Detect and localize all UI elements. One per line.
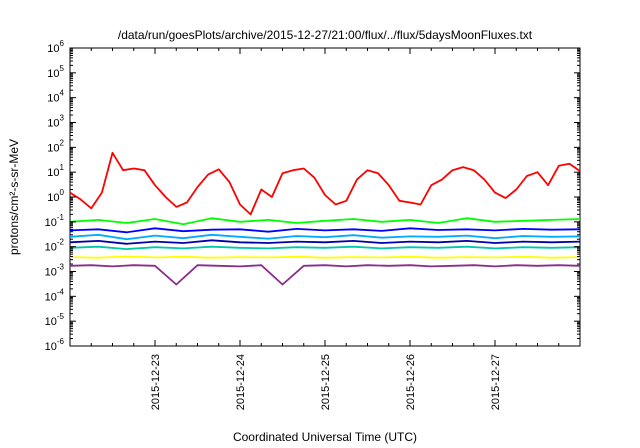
y-tick-label: 10-6 xyxy=(45,337,65,353)
series-line-2 xyxy=(69,227,581,234)
series-line-4 xyxy=(69,239,581,245)
y-tick-label: 106 xyxy=(47,39,64,55)
y-tick-label: 102 xyxy=(47,138,64,154)
y-tick-label: 101 xyxy=(47,163,64,179)
x-axis: 2015-12-23 2015-12-24 2015-12-25 2015-12-26… xyxy=(90,48,560,410)
y-tick-label: 104 xyxy=(47,89,64,105)
x-tick-label: 2015-12-24 xyxy=(235,354,247,410)
series-line-5 xyxy=(69,245,581,251)
x-tick-label: 2015-12-27 xyxy=(490,354,502,410)
y-tick-label: 100 xyxy=(47,188,64,204)
x-tick-label: 2015-12-23 xyxy=(150,354,162,410)
series-line-1 xyxy=(69,217,581,226)
y-tick-label: 10-1 xyxy=(45,213,65,229)
series-line-7 xyxy=(69,264,581,286)
series-line-6 xyxy=(69,255,581,259)
y-tick-label: 10-5 xyxy=(45,312,65,328)
series-layer xyxy=(69,151,581,286)
series-line-3 xyxy=(69,233,581,241)
y-tick-label: 10-3 xyxy=(45,263,65,279)
y-axis-label: protons/cm²-s-sr-MeV xyxy=(7,139,21,255)
series-line-0 xyxy=(69,151,581,216)
x-tick-label: 2015-12-26 xyxy=(405,354,417,410)
y-tick-label: 10-2 xyxy=(45,238,65,254)
x-tick-label: 2015-12-25 xyxy=(320,354,332,410)
y-tick-label: 103 xyxy=(47,114,64,130)
y-tick-label: 10-4 xyxy=(45,287,65,303)
y-tick-label: 105 xyxy=(47,64,64,80)
x-axis-label: Coordinated Universal Time (UTC) xyxy=(233,430,417,444)
chart-title: /data/run/goesPlots/archive/2015-12-27/2… xyxy=(118,28,533,42)
y-axis: 10-6 10-5 10-4 10-3 10-2 10-1 100 101 102 103 104 1… xyxy=(45,39,580,353)
